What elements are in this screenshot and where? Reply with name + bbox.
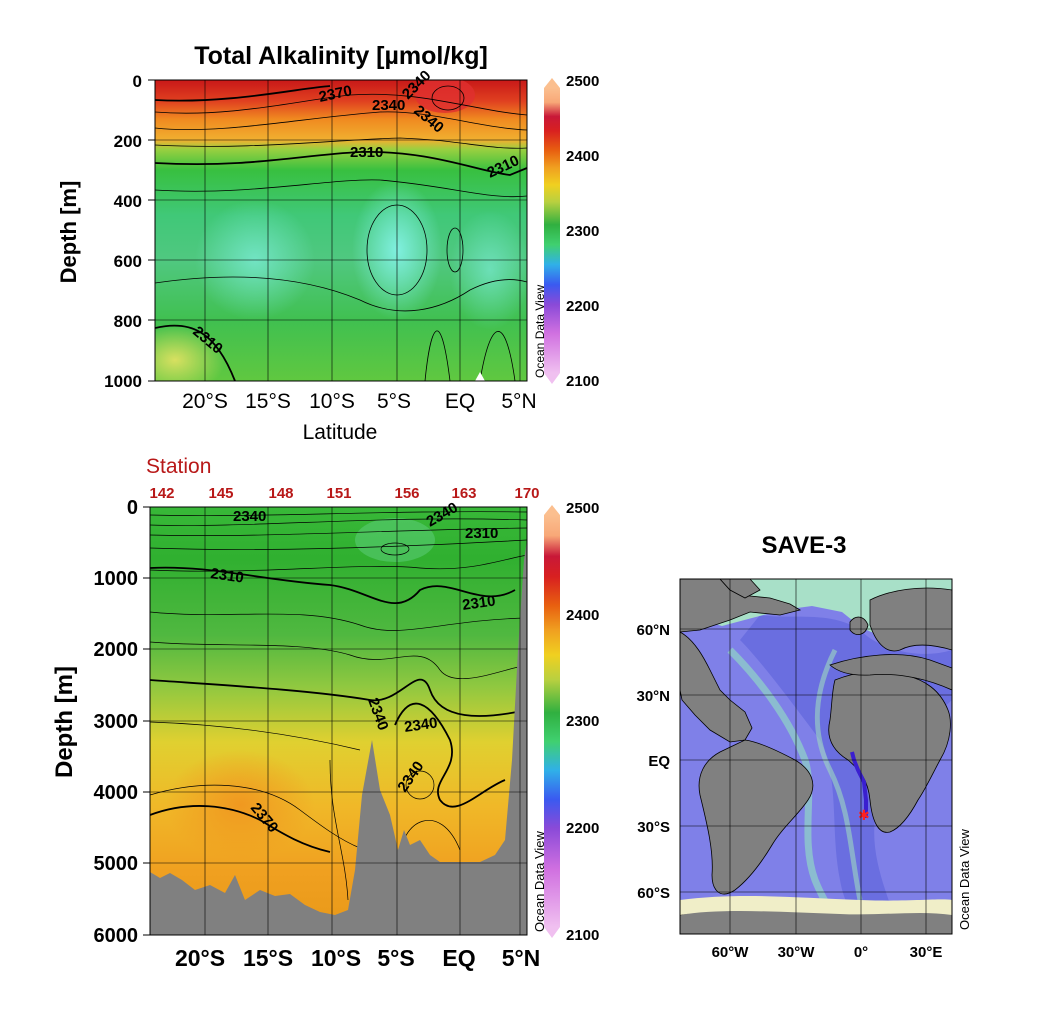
top-y-tick-label: 200 [114, 132, 142, 151]
top-x-tick-label: 5°N [501, 390, 536, 413]
map-lat-label: 30°S [637, 819, 670, 836]
map-lon-label: 30°W [778, 944, 816, 961]
bottom-colorbar: 2500 2400 2300 2200 2100 Ocean Data View [532, 500, 599, 944]
top-y-tick-label: 400 [114, 192, 142, 211]
station-label: 163 [451, 485, 476, 502]
bottom-x-tick-label: EQ [442, 945, 475, 971]
top-x-tick-label: 15°S [245, 390, 291, 413]
bottom-contour-label: 2310 [465, 525, 498, 542]
map-credit-label: Ocean Data View [957, 828, 972, 930]
map-grid [680, 579, 952, 934]
map-lon-label: 0° [854, 944, 868, 961]
bottom-colorbar-tick: 2400 [566, 607, 599, 624]
bottom-x-ticks: 20°S 15°S 10°S 5°S EQ 5°N [175, 945, 540, 971]
bottom-y-tick-label: 6000 [94, 925, 139, 947]
top-contour-label: 2370 [317, 82, 353, 106]
bottom-x-tick-label: 15°S [243, 945, 293, 971]
top-x-tick-label: 10°S [309, 390, 355, 413]
bottom-colorbar-tick: 2500 [566, 500, 599, 517]
bottom-y-tick-label: 2000 [94, 639, 139, 661]
top-colorbar-tick: 2200 [566, 298, 599, 315]
bottom-y-tick-label: 1000 [94, 568, 139, 590]
bottom-x-tick-label: 5°S [377, 945, 414, 971]
top-section-plot: Total Alkalinity [µmol/kg] [56, 42, 599, 444]
top-colorbar: 2500 2400 2300 2200 2100 Ocean Data View [533, 73, 599, 390]
bottom-contour-label: 2340 [233, 508, 266, 525]
map-lat-label: 60°N [636, 622, 670, 639]
top-x-axis-title: Latitude [303, 421, 378, 444]
station-labels: 142 145 148 151 156 163 170 [149, 485, 539, 502]
map-area: ✱ [680, 579, 952, 934]
bottom-y-tick-label: 4000 [94, 782, 139, 804]
top-y-tick-label: 600 [114, 252, 142, 271]
bottom-y-tick-label: 5000 [94, 853, 139, 875]
top-x-tick-label: 20°S [182, 390, 228, 413]
top-contour-label: 2340 [372, 97, 405, 114]
bottom-colorbar-tick: 2200 [566, 820, 599, 837]
station-label: 148 [268, 485, 293, 502]
bottom-colorbar-tick: 2100 [566, 927, 599, 944]
bottom-contour-label: 2310 [209, 565, 244, 586]
top-x-ticks: 20°S 15°S 10°S 5°S EQ 5°N [182, 390, 537, 413]
top-x-tick-label: 5°S [377, 390, 411, 413]
top-field [155, 80, 527, 381]
bottom-section-plot: Station 142 145 148 151 156 163 170 [51, 455, 599, 971]
top-plot-frame [154, 79, 528, 382]
station-marker-icon: ✱ [858, 807, 870, 823]
top-contour-label: 2310 [350, 144, 383, 161]
top-colorbar-tick: 2400 [566, 148, 599, 165]
bottom-y-axis-title: Depth [m] [51, 666, 78, 778]
seafloor-bathymetry [150, 540, 527, 935]
bottom-x-tick-label: 5°N [502, 945, 541, 971]
map-lon-label: 60°W [712, 944, 750, 961]
top-y-axis-title: Depth [m] [56, 181, 81, 284]
top-y-tick-label: 0 [133, 72, 142, 91]
top-y-tick-label: 1000 [104, 372, 142, 391]
map-lat-label: 60°S [637, 885, 670, 902]
map-frame [679, 578, 953, 935]
bottom-contour-label: 2340 [403, 714, 438, 735]
top-y-ticks: 0 200 400 600 800 1000 [104, 72, 142, 391]
station-label: 170 [514, 485, 539, 502]
bottom-credit-label: Ocean Data View [532, 830, 547, 932]
top-colorbar-tick: 2300 [566, 223, 599, 240]
station-label: 142 [149, 485, 174, 502]
bottom-y-tick-label: 3000 [94, 711, 139, 733]
station-axis-label: Station [146, 455, 211, 478]
bottom-contour-label: 2310 [461, 592, 496, 613]
bottom-y-tick-label: 0 [127, 497, 138, 519]
bottom-colorbar-tick: 2300 [566, 713, 599, 730]
top-colorbar-tick: 2500 [566, 73, 599, 90]
bottom-x-tick-label: 20°S [175, 945, 225, 971]
map-lon-label: 30°E [910, 944, 943, 961]
map-lon-labels: 60°W 30°W 0° 30°E [712, 944, 943, 961]
bottom-y-ticks: 0 1000 2000 3000 4000 5000 6000 [94, 497, 139, 947]
map-lat-label: EQ [648, 753, 670, 770]
map-lat-label: 30°N [636, 688, 670, 705]
top-grid [155, 80, 527, 381]
station-label: 156 [394, 485, 419, 502]
map-title: SAVE-3 [762, 532, 847, 559]
top-colorbar-tick: 2100 [566, 373, 599, 390]
top-y-tick-label: 800 [114, 312, 142, 331]
station-map: SAVE-3 ✱ [636, 532, 972, 961]
station-label: 151 [326, 485, 351, 502]
map-lat-labels: 60°N 30°N EQ 30°S 60°S [636, 622, 670, 902]
station-label: 145 [208, 485, 233, 502]
bottom-x-tick-label: 10°S [311, 945, 361, 971]
top-x-tick-label: EQ [445, 390, 475, 413]
bottom-grid [150, 507, 527, 935]
top-credit-label: Ocean Data View [533, 285, 547, 378]
top-chart-title: Total Alkalinity [µmol/kg] [194, 42, 488, 70]
